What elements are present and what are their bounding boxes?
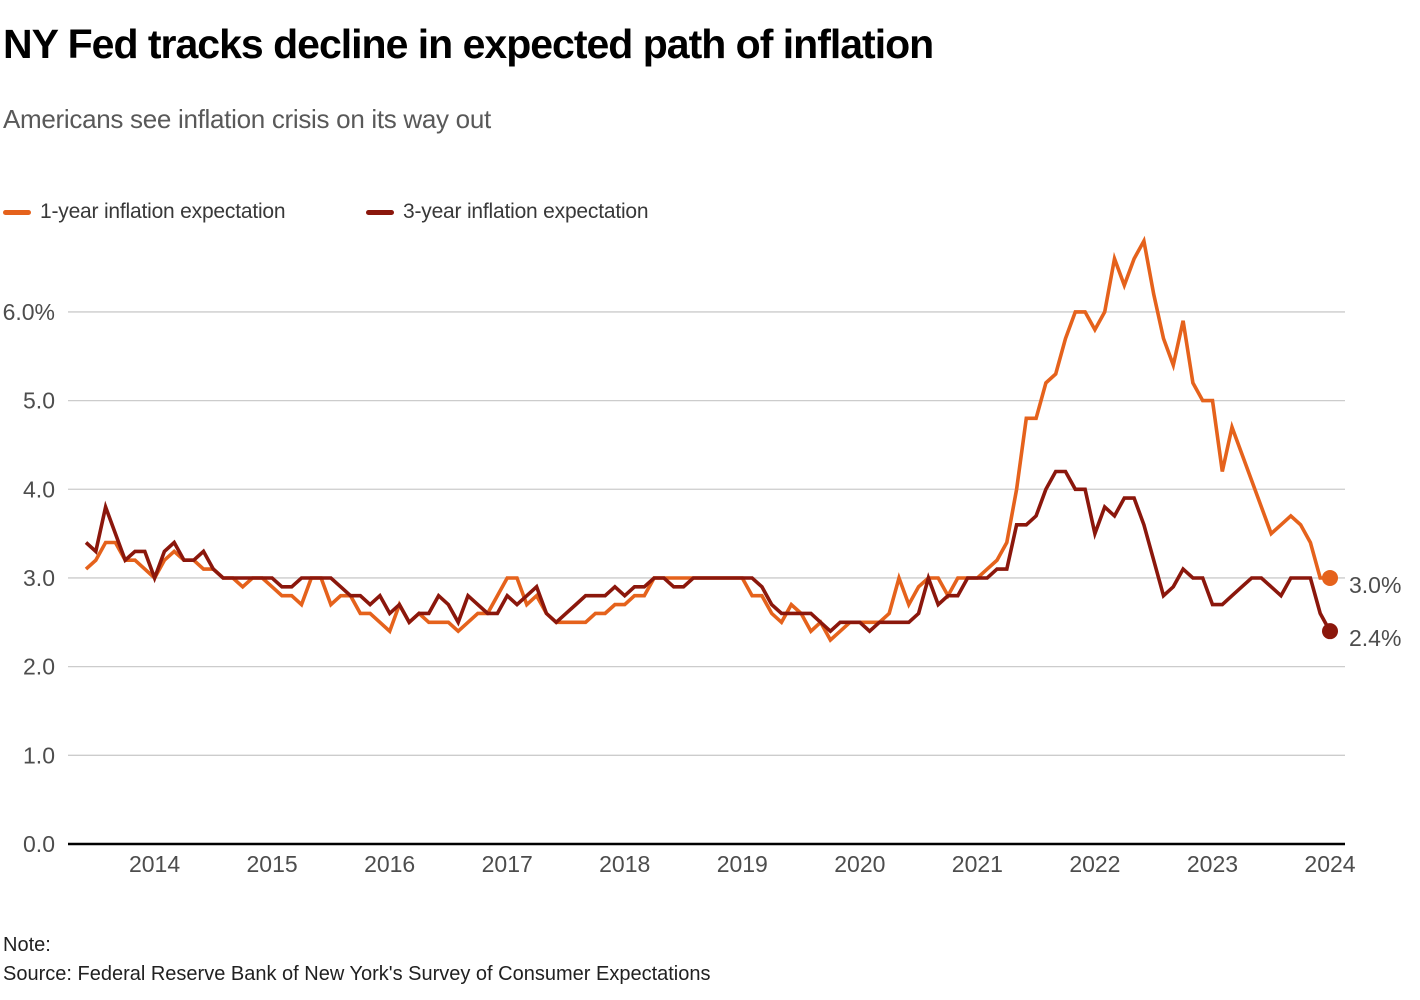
y-tick-label-0.0: 0.0 (23, 831, 55, 857)
note-text: Note: (3, 934, 51, 956)
legend-item-3-year: 3-year inflation expectation (366, 200, 649, 224)
x-tick-label-2019: 2019 (717, 851, 768, 877)
legend-label-1-year: 1-year inflation expectation (40, 200, 286, 223)
chart-footer: Note: Source: Federal Reserve Bank of Ne… (3, 931, 1403, 989)
x-tick-label-2017: 2017 (482, 851, 533, 877)
y-tick-label-3.0: 3.0 (23, 565, 55, 591)
x-tick-label-2014: 2014 (129, 851, 180, 877)
y-tick-label-2.0: 2.0 (23, 654, 55, 680)
end-label-1-year: 3.0% (1349, 572, 1401, 598)
x-tick-label-2018: 2018 (599, 851, 650, 877)
y-tick-label-4.0: 4.0 (23, 476, 55, 502)
end-dot-3-year (1322, 623, 1338, 640)
legend: 1-year inflation expectation 3-year infl… (0, 200, 1420, 226)
legend-swatch-1-year-icon (3, 209, 31, 215)
end-dot-1-year (1322, 569, 1338, 586)
x-tick-label-2024: 2024 (1304, 851, 1355, 877)
y-tick-label-6.0: 6.0% (3, 299, 55, 325)
chart-subtitle: Americans see inflation crisis on its wa… (3, 104, 491, 134)
x-tick-label-2020: 2020 (834, 851, 885, 877)
x-tick-label-2016: 2016 (364, 851, 415, 877)
x-tick-label-2015: 2015 (247, 851, 298, 877)
x-tick-label-2021: 2021 (952, 851, 1003, 877)
x-tick-label-2022: 2022 (1069, 851, 1120, 877)
legend-swatch-3-year-icon (366, 209, 394, 215)
chart-title: NY Fed tracks decline in expected path o… (3, 21, 934, 67)
source-text: Source: Federal Reserve Bank of New York… (3, 963, 711, 985)
line-3-year (84, 469, 1332, 634)
legend-item-1-year: 1-year inflation expectation (3, 200, 286, 224)
legend-label-3-year: 3-year inflation expectation (403, 200, 649, 223)
y-tick-label-5.0: 5.0 (23, 388, 55, 414)
y-tick-label-1.0: 1.0 (23, 742, 55, 768)
end-label-3-year: 2.4% (1349, 625, 1401, 651)
x-tick-label-2023: 2023 (1187, 851, 1238, 877)
